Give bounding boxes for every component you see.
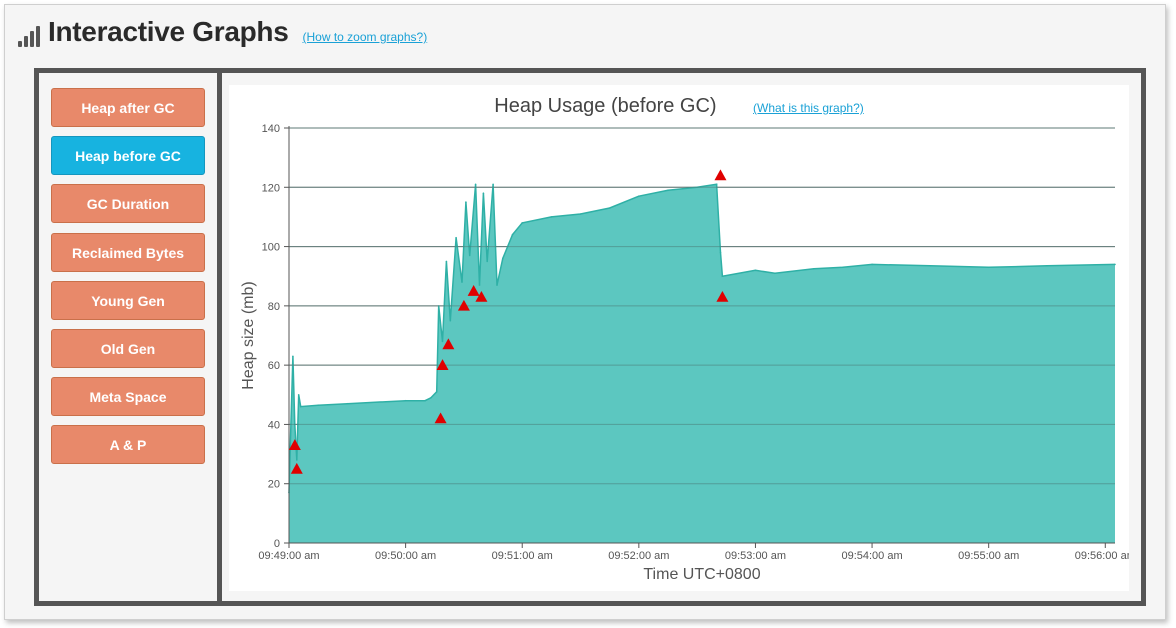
gc-marker-3 <box>436 359 449 370</box>
gc-marker-2 <box>434 412 447 424</box>
chart-title: Heap Usage (before GC) <box>494 95 717 117</box>
page-title: Interactive Graphs <box>48 16 289 47</box>
data-point-10 <box>424 399 426 402</box>
data-point-4 <box>296 459 298 461</box>
y-tick-label-4: 80 <box>268 301 280 313</box>
x-tick-label-0: 09:49:00 am <box>258 550 319 562</box>
gc-marker-5 <box>457 299 470 311</box>
data-point-29 <box>521 222 523 224</box>
series-area <box>289 184 1115 544</box>
nav-old-gen[interactable]: Old Gen <box>51 329 205 368</box>
nav-a-and-p[interactable]: A & P <box>51 425 205 464</box>
series-line <box>288 183 1116 493</box>
gc-marker-8 <box>714 169 727 181</box>
graph-container: Heap after GC Heap before GC GC Duration… <box>34 68 1146 606</box>
nav-meta-space[interactable]: Meta Space <box>51 377 205 416</box>
data-point-47 <box>1114 263 1116 266</box>
y-tick-label-2: 40 <box>268 419 280 431</box>
data-point-2 <box>292 355 294 358</box>
data-point-19 <box>465 201 467 203</box>
data-point-33 <box>638 195 640 197</box>
nav-heap-after-gc[interactable]: Heap after GC <box>51 88 205 127</box>
data-point-43 <box>871 263 873 266</box>
gc-marker-1 <box>290 462 303 474</box>
x-tick-label-7: 09:56:00 am <box>1075 550 1129 562</box>
nav-young-gen[interactable]: Young Gen <box>51 281 205 320</box>
y-tick-label-3: 60 <box>268 360 280 372</box>
data-point-31 <box>579 213 582 215</box>
x-axis-title: Time UTC+0800 <box>643 566 760 583</box>
data-point-37 <box>719 251 722 254</box>
data-point-24 <box>486 260 489 263</box>
data-point-26 <box>496 284 498 286</box>
nav-reclaimed-bytes[interactable]: Reclaimed Bytes <box>51 233 205 272</box>
data-point-23 <box>482 192 485 194</box>
y-tick-label-7: 140 <box>262 123 280 135</box>
data-point-16 <box>449 319 452 322</box>
y-tick-label-5: 100 <box>262 242 280 254</box>
data-point-36 <box>715 183 718 186</box>
graph-title-row: Heap Usage (before GC) (What is this gra… <box>229 95 1129 118</box>
graph-panel: Heap Usage (before GC) (What is this gra… <box>229 85 1129 591</box>
y-axis-title: Heap size (mb) <box>240 281 257 389</box>
data-point-20 <box>468 254 471 257</box>
x-tick-label-1: 09:50:00 am <box>375 550 436 562</box>
data-point-15 <box>445 260 448 263</box>
graph-sidebar: Heap after GC Heap before GC GC Duration… <box>39 73 222 601</box>
data-point-42 <box>842 266 844 269</box>
data-point-7 <box>317 404 319 407</box>
data-point-27 <box>502 257 504 260</box>
data-point-41 <box>813 268 815 270</box>
y-tick-label-0: 0 <box>274 538 280 550</box>
data-point-22 <box>478 284 481 286</box>
data-point-8 <box>346 402 349 405</box>
y-tick-label-6: 120 <box>262 182 280 194</box>
x-tick-label-3: 09:52:00 am <box>608 550 669 562</box>
y-tick-label-1: 20 <box>268 479 280 491</box>
gc-marker-0 <box>288 439 301 450</box>
data-point-32 <box>608 207 611 209</box>
data-point-18 <box>461 281 463 283</box>
x-tick-label-2: 09:51:00 am <box>492 550 553 562</box>
data-point-39 <box>754 269 757 272</box>
data-point-6 <box>299 405 302 408</box>
data-point-25 <box>492 183 494 186</box>
data-point-46 <box>1046 265 1048 267</box>
x-tick-label-6: 09:55:00 am <box>958 550 1019 562</box>
gc-marker-6 <box>467 285 480 296</box>
data-point-30 <box>550 216 553 218</box>
data-point-44 <box>929 265 932 267</box>
heap-chart[interactable]: 0 20 40 60 80 100 120 140 09:49:00 am 09:50:00 am… <box>229 85 1129 591</box>
data-point-40 <box>774 272 776 275</box>
data-point-5 <box>297 394 300 396</box>
data-point-12 <box>435 391 438 393</box>
x-tick-label-5: 09:54:00 am <box>841 550 902 562</box>
page-header: Interactive Graphs (How to zoom graphs?) <box>18 14 427 50</box>
data-point-9 <box>404 399 407 402</box>
zoom-help-link[interactable]: (How to zoom graphs?) <box>302 30 428 44</box>
data-point-21 <box>474 183 477 186</box>
x-tick-label-4: 09:53:00 am <box>725 550 786 562</box>
data-point-28 <box>511 233 514 236</box>
signal-bars-icon <box>18 17 40 47</box>
data-point-17 <box>455 236 457 239</box>
data-point-38 <box>721 275 724 277</box>
gc-marker-9 <box>716 290 729 302</box>
data-point-45 <box>987 266 990 269</box>
gc-marker-4 <box>442 338 455 350</box>
data-point-11 <box>430 397 432 399</box>
nav-gc-duration[interactable]: GC Duration <box>51 184 205 223</box>
gc-marker-7 <box>475 290 488 302</box>
data-point-14 <box>441 340 444 343</box>
graph-info-link[interactable]: (What is this graph?) <box>753 101 864 115</box>
nav-heap-before-gc[interactable]: Heap before GC <box>51 136 205 175</box>
data-point-34 <box>667 189 669 192</box>
